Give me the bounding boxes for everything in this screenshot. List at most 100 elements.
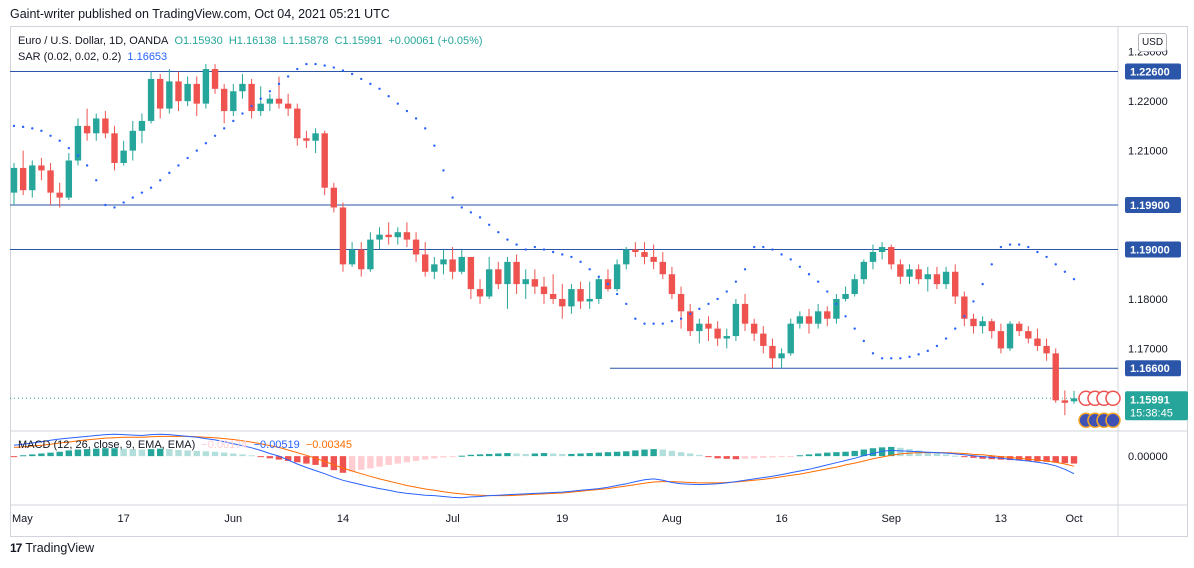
- macd-hist-bar: [358, 456, 365, 470]
- sar-dot: [1063, 270, 1067, 273]
- macd-hist-bar: [760, 456, 767, 458]
- sar-dot: [752, 245, 756, 249]
- sar-dot: [780, 253, 783, 256]
- sar-dot: [999, 245, 1003, 249]
- macd-hist-value: −0.00174: [201, 439, 248, 451]
- sar-dot: [935, 344, 939, 348]
- time-axis-label: 17: [118, 513, 130, 525]
- sar-dot: [414, 117, 418, 120]
- level-price-label: 1.19000: [1130, 245, 1170, 257]
- time-axis-label: May: [12, 513, 33, 525]
- bar-countdown-label: 15:38:45: [1130, 407, 1173, 419]
- candle-body: [19, 167, 27, 191]
- candle-body: [449, 259, 456, 272]
- candle-body: [586, 298, 593, 302]
- sar-dot: [487, 223, 491, 226]
- sar-dot: [871, 352, 875, 355]
- candle-body: [888, 247, 895, 265]
- candle-body: [202, 69, 210, 104]
- candle-body: [641, 251, 648, 257]
- candle-body: [266, 98, 274, 104]
- macd-hist-bar: [851, 450, 858, 457]
- macd-hist-bar: [942, 454, 950, 457]
- macd-hist-bar: [184, 450, 191, 457]
- macd-hist-bar: [440, 456, 447, 458]
- candle-body: [29, 165, 36, 191]
- candle-body: [495, 269, 502, 285]
- sar-dot: [570, 255, 573, 259]
- sar-label[interactable]: SAR (0.02, 0.02, 0.2): [18, 51, 122, 63]
- macd-hist-bar: [129, 449, 136, 457]
- candle-body: [952, 271, 959, 297]
- macd-hist-bar: [814, 453, 822, 457]
- macd-hist-bar: [202, 451, 210, 457]
- high-value: H1.16138: [228, 35, 277, 47]
- sar-dot: [807, 273, 811, 276]
- sar-dot: [350, 72, 354, 76]
- candle-body: [824, 311, 831, 319]
- sar-dot: [286, 75, 290, 78]
- macd-hist-bar: [723, 456, 730, 459]
- candle-body: [65, 160, 73, 198]
- sar-dot: [104, 203, 107, 207]
- macd-hist-bar: [275, 456, 283, 460]
- tradingview-brand[interactable]: 17 TradingView: [10, 541, 94, 555]
- sar-dot: [561, 253, 564, 256]
- sar-dot: [442, 169, 445, 172]
- sar-dot: [679, 317, 683, 320]
- sar-dot: [186, 156, 189, 160]
- sar-dot: [204, 142, 208, 145]
- macd-label[interactable]: MACD (12, 26, close, 9, EMA, EMA): [18, 439, 196, 451]
- macd-hist-bar: [175, 449, 182, 457]
- macd-hist-bar: [824, 452, 831, 457]
- macd-signal-value: −0.00345: [305, 439, 353, 451]
- sar-dot: [250, 104, 253, 108]
- candle-body: [531, 279, 539, 287]
- sar-legend: SAR (0.02, 0.02, 0.2) 1.16653: [18, 51, 170, 63]
- candle-body: [83, 125, 91, 134]
- candle-body: [650, 256, 657, 262]
- sar-dot: [113, 206, 116, 209]
- sar-dot: [542, 248, 546, 251]
- macd-hist-bar: [714, 456, 721, 459]
- sar-dot: [140, 191, 144, 194]
- macd-hist-bar: [1070, 456, 1078, 464]
- macd-hist-bar: [1043, 456, 1050, 462]
- candle-body: [778, 353, 785, 359]
- candle-body: [111, 133, 118, 163]
- sar-dot: [1054, 263, 1057, 266]
- macd-hist-bar: [248, 455, 255, 457]
- low-value: L1.15878: [282, 35, 329, 47]
- currency-button[interactable]: USD: [1138, 33, 1167, 52]
- macd-hist-bar: [604, 452, 612, 457]
- macd-hist-bar: [367, 456, 374, 469]
- candle-body: [431, 264, 438, 272]
- price-tick-label: 1.21000: [1128, 146, 1168, 158]
- candle-body: [321, 133, 328, 188]
- sar-dot: [734, 280, 738, 283]
- macd-hist-bar: [19, 455, 27, 457]
- macd-hist-bar: [613, 451, 621, 457]
- candle-body: [942, 271, 950, 285]
- macd-hist-bar: [93, 448, 100, 457]
- sar-dot: [314, 62, 317, 66]
- tradingview-logo-icon: 17: [10, 541, 22, 555]
- macd-hist-bar: [650, 449, 657, 457]
- macd-hist-bar: [623, 451, 630, 457]
- sar-dot: [241, 112, 244, 115]
- macd-hist-bar: [577, 453, 584, 457]
- candle-body: [184, 83, 191, 102]
- macd-hist-bar: [74, 449, 82, 457]
- sar-dot: [1017, 243, 1021, 246]
- sar-dot: [798, 265, 802, 269]
- time-axis-label: Oct: [1065, 513, 1082, 525]
- candle-body: [339, 207, 347, 265]
- macd-hist-bar: [933, 453, 941, 457]
- candle-body: [275, 98, 283, 104]
- macd-hist-bar: [869, 448, 877, 457]
- candle-body: [303, 138, 310, 141]
- symbol-title[interactable]: Euro / U.S. Dollar, 1D, OANDA: [18, 35, 169, 47]
- candle-body: [102, 118, 109, 134]
- sar-dot: [332, 66, 336, 69]
